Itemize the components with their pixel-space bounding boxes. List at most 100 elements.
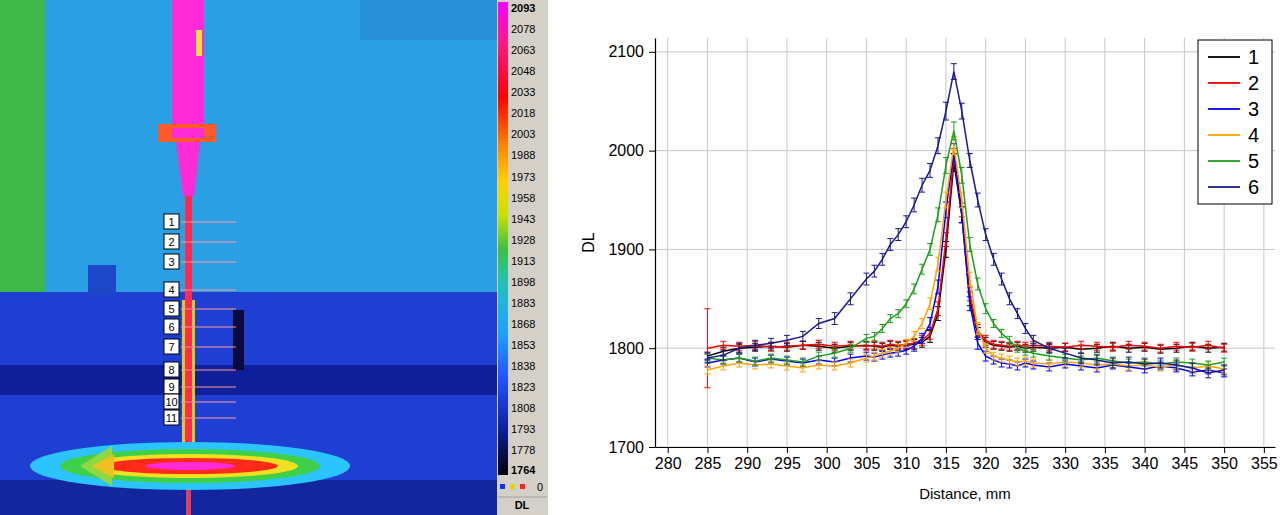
error-bar [1205,368,1211,378]
profile-line [181,347,236,348]
error-bar [1110,358,1116,368]
x-tick-mark [906,447,907,453]
error-bar [951,64,957,80]
error-bar [1158,358,1164,368]
error-bar [879,349,885,357]
error-bar [1007,356,1013,364]
error-bar [1173,342,1179,350]
x-tick-mark [747,447,748,453]
error-bar [816,319,822,329]
grid-line-x [826,38,827,447]
colorbar-tick-label: 2063 [511,44,535,56]
error-bar [951,122,957,140]
readout-swatch [510,484,515,489]
colorbar-readout: 0 [537,481,543,493]
x-tick-mark [668,447,669,453]
error-bar [895,229,901,241]
grid-line-y [655,51,1275,52]
error-bar [863,334,869,342]
colorbar-tick-label: 1853 [511,339,535,351]
x-tick-mark [1145,447,1146,453]
colorbar-tick-label: 2093 [511,2,535,14]
grid-line-x [667,38,668,447]
error-bar [1030,335,1036,345]
nozzle-tip [176,142,200,196]
error-bar [991,340,997,348]
profile-box [164,301,179,316]
x-tick-mark [1264,447,1265,453]
x-tick-mark [1105,447,1106,453]
error-bar [1158,344,1164,352]
profile-label: 11 [166,412,177,424]
error-bar [895,344,901,352]
error-bar [736,343,742,353]
x-tick-label: 340 [1132,455,1159,472]
error-bar [975,323,981,335]
image-corner [360,0,497,40]
error-bar [999,329,1005,337]
x-tick: 315 [933,447,960,472]
grid-line-x [985,38,986,447]
x-tick-label: 355 [1251,455,1278,472]
x-tick-label: 345 [1172,455,1199,472]
x-tick: 330 [1052,447,1079,472]
x-tick-mark [986,447,987,453]
x-tick: 310 [893,447,920,472]
x-tick: 355 [1251,447,1278,472]
nozzle-body [172,0,204,126]
error-bar [1062,348,1068,358]
x-tick-label: 305 [854,455,881,472]
profile-box [164,282,179,297]
legend-swatch [1208,108,1240,110]
error-bar [967,272,973,286]
legend-label: 4 [1248,124,1259,146]
error-bar [975,278,981,290]
x-tick-label: 325 [1013,455,1040,472]
image-table-edge [0,365,497,395]
error-bar [879,253,885,265]
colorbar-tick-label: 2048 [511,65,535,77]
grid-line-x [866,38,867,447]
x-tick-mark [1184,447,1185,453]
x-tick-label: 280 [655,455,682,472]
error-bar [800,331,806,341]
error-bar [704,366,710,374]
error-bar [1094,342,1100,350]
error-bar [879,324,885,332]
y-axis: 17001800190020002100 [608,39,655,456]
colorbar-tick-label: 1793 [511,423,535,435]
error-bar [736,354,742,362]
y-axis-line [655,39,656,448]
y-tick-mark [649,249,655,250]
x-tick: 280 [655,447,682,472]
grid-line-x [1144,38,1145,447]
x-tick-label: 295 [774,455,801,472]
error-bar [1189,363,1195,373]
error-bar [935,138,941,154]
profile-label: 1 [168,216,174,228]
x-tick: 320 [973,447,1000,472]
colorbar-tick-label: 1823 [511,381,535,393]
colorbar-tick-label: 1913 [511,255,535,267]
error-bar [983,343,989,353]
x-tick: 300 [814,447,841,472]
error-bar [999,273,1005,285]
legend-label: 5 [1248,150,1259,172]
profile-line [181,370,236,371]
error-bar [1078,353,1084,363]
profile-line [181,418,236,419]
nozzle-highlight [196,30,202,56]
profile-label: 8 [168,364,174,376]
series-line [707,153,1224,373]
x-tick-mark [707,447,708,453]
profile-box [164,234,179,249]
profile-line [181,262,236,263]
error-bar [1030,359,1036,367]
profile-label: 3 [168,256,174,268]
error-bar [1126,357,1132,367]
error-bar [1173,360,1179,370]
error-bar [975,337,981,349]
legend-swatch [1208,134,1240,136]
error-bar [871,332,877,340]
profile-box [164,379,179,394]
